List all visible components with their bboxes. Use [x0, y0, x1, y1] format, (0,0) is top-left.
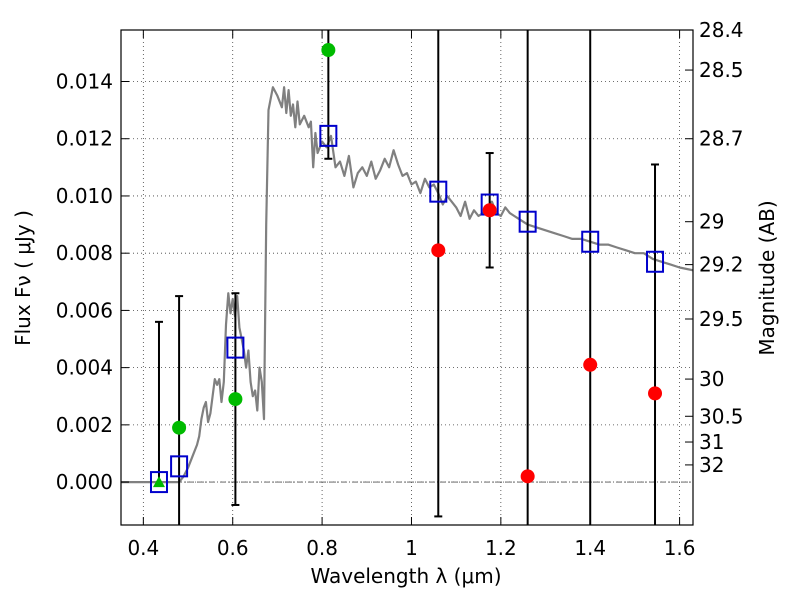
x-tick-label: 0.8: [306, 536, 338, 560]
magnitude-tick-label: 29: [699, 210, 724, 234]
y-tick-label: 0.012: [56, 127, 113, 151]
model-band-square: [319, 124, 338, 147]
magnitude-tick-label: 30: [699, 367, 724, 391]
magnitude-tick-label: 28.5: [699, 58, 744, 82]
x-axis-label: Wavelength λ (μm): [310, 564, 501, 588]
red-data-point: [583, 357, 598, 372]
magnitude-tick-label: 28.7: [699, 127, 744, 151]
green-data-point: [321, 43, 336, 58]
y-axis-label-right: Magnitude (AB): [755, 200, 779, 355]
magnitude-tick-label: 31: [699, 430, 724, 454]
y-tick-label: 0.010: [56, 184, 113, 208]
y-tick-label: 0.000: [56, 470, 113, 494]
model-band-square: [518, 210, 537, 233]
y-tick-label: 0.008: [56, 241, 113, 265]
model-band-square: [429, 180, 448, 203]
magnitude-tick-label: 28.4: [699, 18, 744, 42]
magnitude-tick-label: 29.2: [699, 253, 744, 277]
model-band-square: [149, 471, 168, 494]
x-tick-label: 1.4: [574, 536, 606, 560]
y-axis-label-left: Flux Fν ( μJy ): [11, 210, 35, 346]
x-tick-label: 1.2: [485, 536, 517, 560]
x-tick-label: 0.4: [127, 536, 159, 560]
x-tick-label: 0.6: [217, 536, 249, 560]
magnitude-tick-label: 29.5: [699, 307, 744, 331]
y-tick-label: 0.002: [56, 413, 113, 437]
magnitude-tick-label: 30.5: [699, 404, 744, 428]
magnitude-tick-label: 32: [699, 453, 724, 477]
red-data-point: [482, 203, 497, 218]
x-tick-label: 1: [405, 536, 418, 560]
model-band-square: [581, 230, 600, 253]
red-data-point: [431, 243, 446, 258]
red-data-point: [648, 386, 663, 401]
y-tick-label: 0.014: [56, 70, 113, 94]
green-triangle-point: [152, 476, 165, 488]
y-tick-label: 0.006: [56, 298, 113, 322]
green-data-point: [172, 420, 187, 435]
plot-area: [121, 30, 693, 525]
model-band-square: [646, 250, 665, 273]
axis-ticks: 0.4 0.6 0.8 1 1.2 1.4 1.6 0.000 0.002 0.004 0.006 0…: [56, 18, 744, 560]
x-tick-label: 1.6: [664, 536, 696, 560]
plot-frame: [120, 29, 694, 526]
model-band-square: [170, 455, 189, 478]
red-data-point: [520, 469, 535, 484]
y-tick-label: 0.004: [56, 356, 113, 380]
green-data-point: [228, 392, 243, 407]
model-band-square: [226, 336, 245, 359]
